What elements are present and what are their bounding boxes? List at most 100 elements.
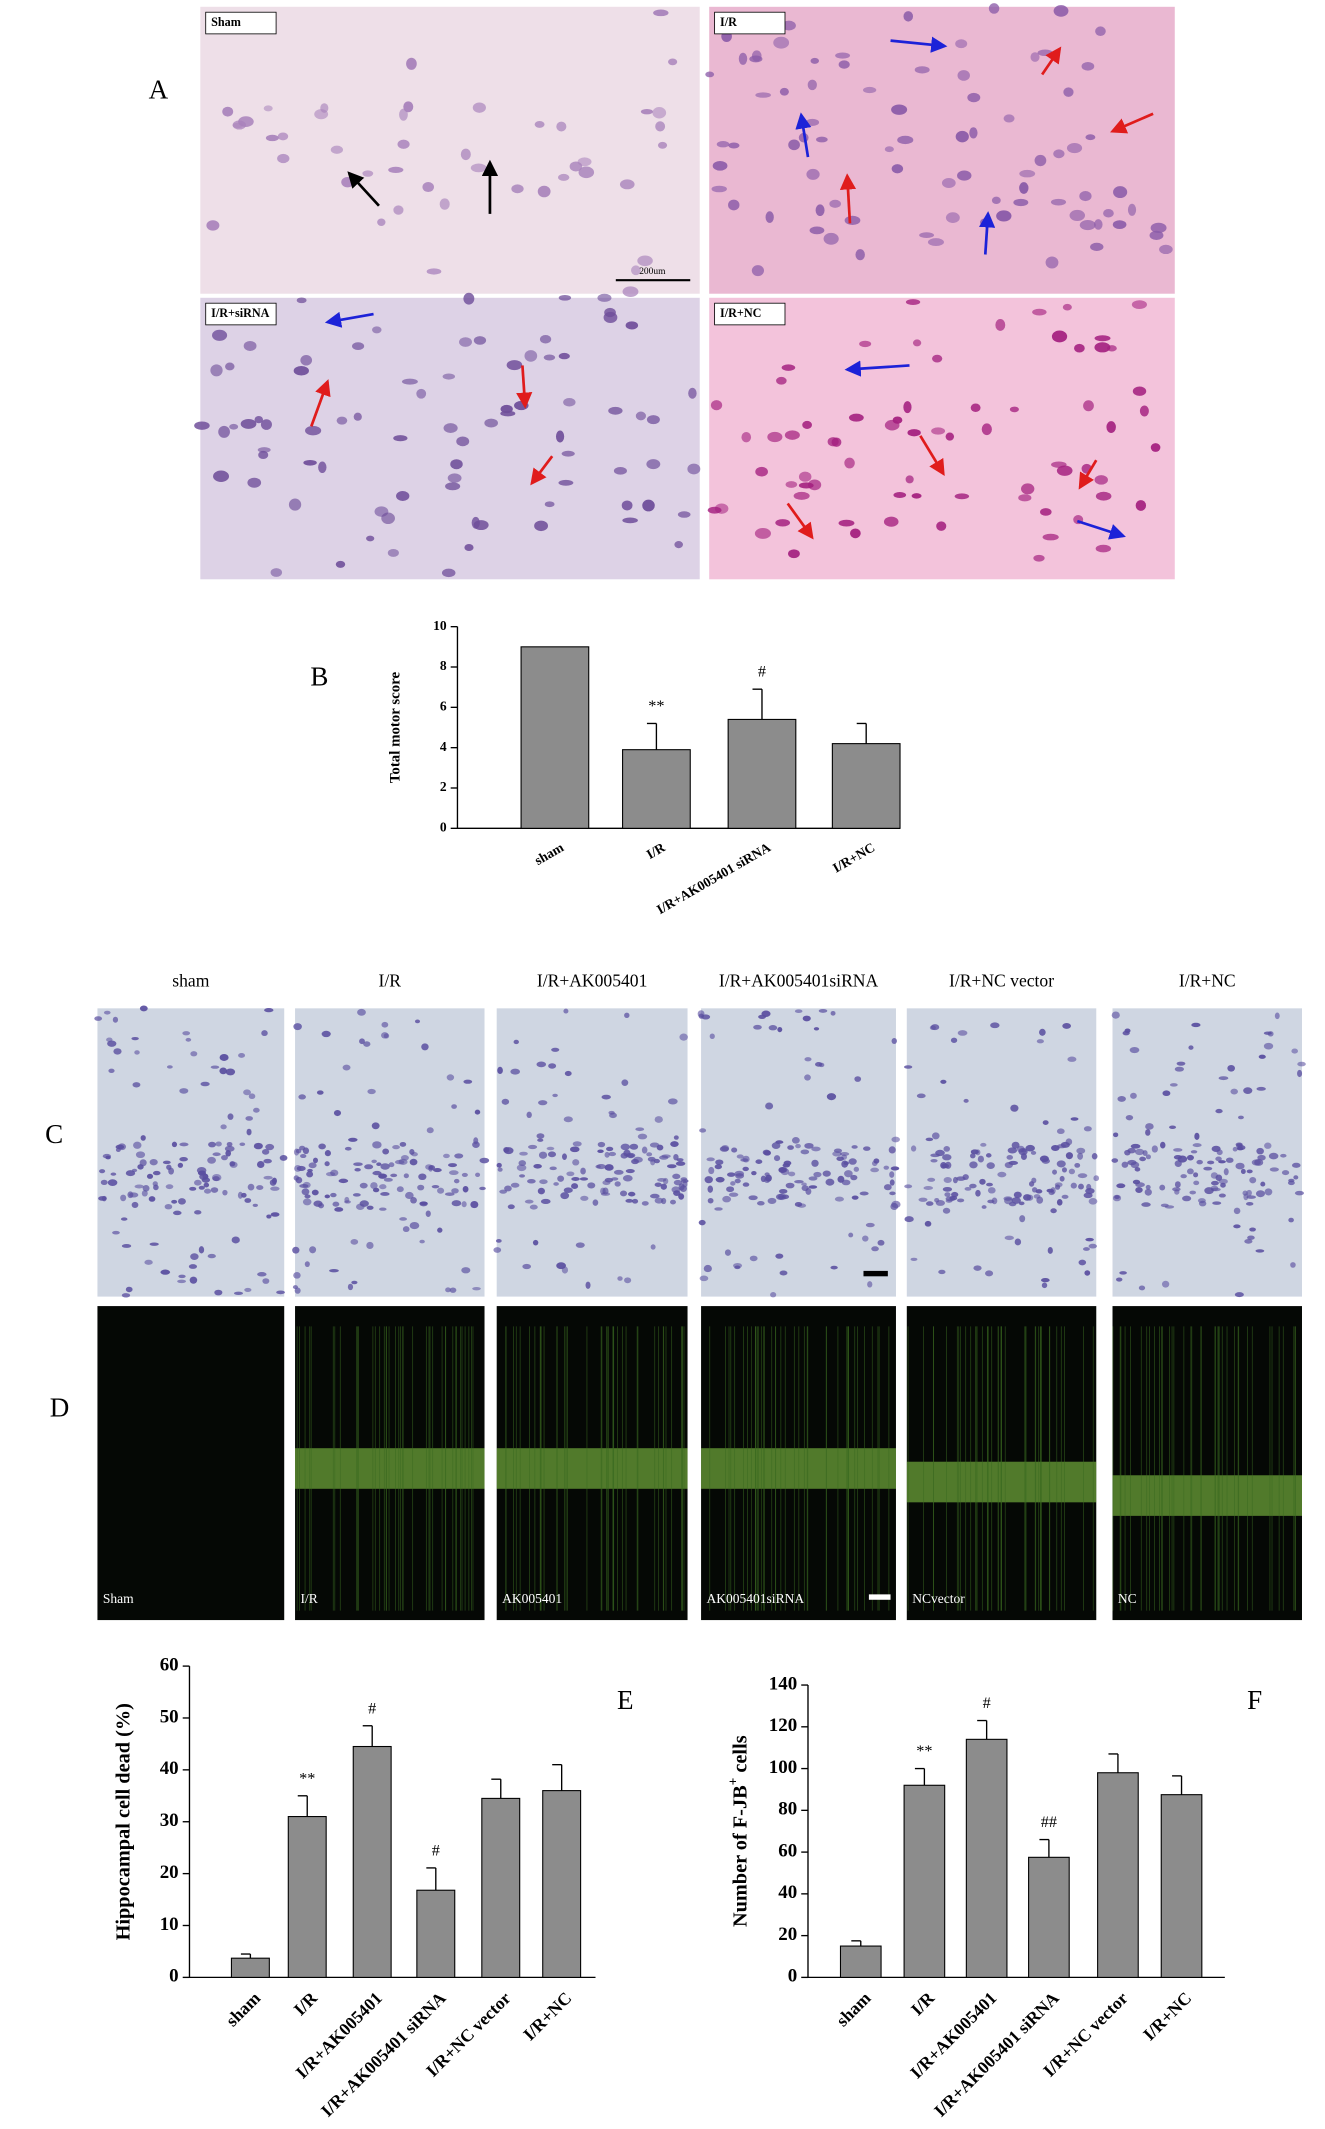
cell — [794, 1180, 804, 1184]
panel-letter: E — [617, 1685, 634, 1715]
image-label: NC — [1118, 1591, 1137, 1606]
cell — [1070, 1182, 1077, 1189]
cell — [557, 1175, 565, 1182]
cell — [1090, 242, 1104, 251]
cell — [472, 1286, 481, 1291]
cell — [334, 1207, 344, 1212]
cell — [338, 1178, 349, 1184]
cell — [1056, 1198, 1063, 1206]
cell — [621, 1079, 629, 1086]
cell — [1269, 1167, 1279, 1172]
y-tick-label: 120 — [769, 1715, 797, 1736]
label-box — [205, 11, 277, 35]
cell — [890, 1166, 900, 1171]
cell — [537, 1187, 545, 1195]
cell — [1095, 544, 1112, 553]
x-tick-label: I/R — [290, 1988, 322, 2020]
panel-letter: F — [1247, 1685, 1262, 1715]
cell — [1010, 1104, 1019, 1112]
bar — [839, 1945, 882, 1978]
cell — [371, 1122, 380, 1130]
cell — [171, 1199, 178, 1204]
cell — [306, 1171, 314, 1178]
cell — [401, 378, 418, 385]
cell — [226, 1141, 233, 1147]
cell — [870, 1167, 879, 1173]
cell — [500, 404, 513, 414]
cell — [308, 1162, 317, 1169]
cell — [1150, 222, 1167, 234]
cell — [808, 1176, 818, 1181]
cell — [938, 1269, 946, 1275]
cell — [425, 1164, 433, 1170]
cell — [1127, 203, 1137, 216]
cell — [127, 1191, 134, 1199]
cell — [544, 501, 555, 508]
cell — [699, 1275, 709, 1282]
y-axis-label-part: + — [725, 1778, 740, 1786]
bar — [1097, 1772, 1139, 1978]
scale-bar — [868, 1594, 891, 1600]
cell — [838, 519, 855, 527]
cell — [1234, 1292, 1244, 1298]
cell — [214, 1289, 223, 1296]
cell — [396, 1186, 404, 1193]
y-tick-label: 8 — [440, 658, 447, 673]
cell — [754, 528, 771, 539]
cell — [121, 1293, 131, 1298]
cell — [387, 548, 399, 557]
cell — [650, 1159, 656, 1166]
cell — [354, 1167, 361, 1172]
cell — [99, 1169, 106, 1174]
cell — [1218, 1193, 1226, 1198]
cell — [862, 1235, 869, 1242]
cell — [670, 1141, 679, 1148]
cell — [707, 506, 722, 514]
cell — [955, 130, 969, 143]
cell — [1053, 149, 1065, 159]
cell — [445, 482, 461, 491]
cell — [981, 423, 992, 436]
image-label: Sham — [211, 15, 241, 29]
cell — [652, 107, 667, 119]
cell — [698, 1219, 706, 1226]
cell — [825, 1178, 835, 1186]
y-axis-label: Total motor score — [388, 671, 404, 783]
cell — [748, 1195, 758, 1201]
cell — [135, 1151, 146, 1159]
cell — [497, 1066, 503, 1075]
cell — [256, 1185, 264, 1190]
cell — [604, 1164, 614, 1171]
cell — [503, 1147, 510, 1153]
cell — [563, 1187, 573, 1193]
cell — [624, 1277, 632, 1284]
cell — [741, 432, 752, 443]
cell — [362, 170, 374, 177]
bar — [416, 1889, 456, 1978]
cell — [132, 1082, 141, 1088]
cell — [777, 1193, 787, 1201]
cell — [903, 11, 914, 22]
cell — [805, 1187, 812, 1195]
cell — [830, 1010, 836, 1016]
cell — [1081, 62, 1095, 71]
cell — [635, 1127, 645, 1132]
cell — [1139, 1156, 1147, 1162]
column-header: I/R+NC — [1179, 971, 1236, 991]
cell — [536, 1133, 545, 1139]
cell — [907, 429, 921, 437]
cell — [270, 568, 283, 577]
cell — [253, 1107, 260, 1113]
cell — [945, 432, 955, 441]
cell — [674, 541, 683, 549]
cell — [714, 1207, 723, 1211]
x-tick-label: sham — [832, 1988, 875, 2031]
cell — [925, 1201, 934, 1206]
cell — [1086, 1183, 1092, 1191]
cell — [189, 1276, 198, 1284]
cell — [943, 1146, 951, 1152]
cell — [479, 1157, 490, 1164]
cell — [1031, 1177, 1037, 1184]
cell — [1063, 87, 1074, 97]
cell — [1173, 1154, 1183, 1160]
